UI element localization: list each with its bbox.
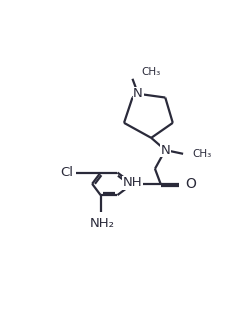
Text: CH₃: CH₃ [142,67,161,77]
Text: CH₃: CH₃ [192,149,212,159]
Text: NH: NH [123,176,143,189]
Text: N: N [133,87,143,100]
Text: Cl: Cl [60,166,73,179]
Text: N: N [160,144,170,157]
Text: NH₂: NH₂ [90,217,115,230]
Text: O: O [185,177,196,191]
